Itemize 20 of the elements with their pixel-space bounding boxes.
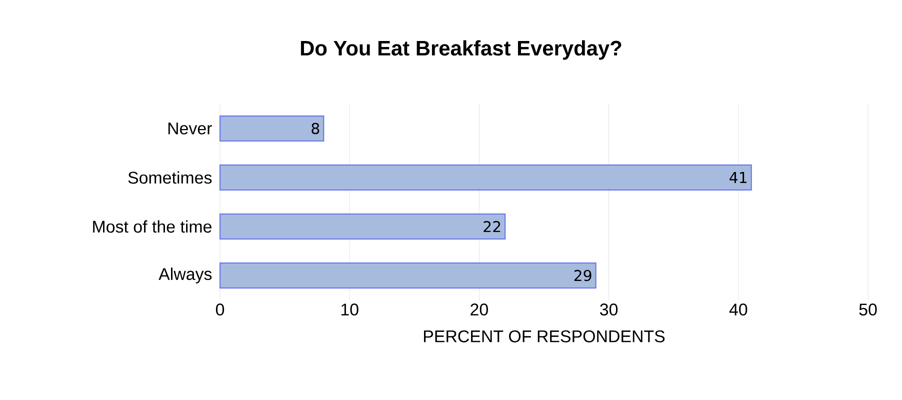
y-tick-label: Never (168, 122, 212, 134)
chart-title: Do You Eat Breakfast Everyday? (300, 40, 622, 60)
data-label: 41 (730, 172, 746, 183)
data-label: 8 (312, 122, 320, 134)
data-label: 29 (574, 270, 592, 282)
x-axis-title: PERCENT OF RESPONDENTS (424, 330, 665, 342)
y-tick-label: Most of the time (93, 220, 212, 233)
bar (220, 262, 596, 289)
x-tick-label: 10 (341, 304, 358, 316)
x-tick-label: 30 (600, 304, 618, 316)
x-tick-label: 40 (729, 304, 748, 316)
data-label: 22 (484, 220, 500, 232)
bar (220, 214, 506, 240)
x-tick-label: 50 (859, 304, 877, 316)
bar (220, 164, 752, 190)
x-tick-label: 0 (216, 304, 224, 316)
bar (220, 116, 324, 142)
x-tick-label: 20 (470, 304, 488, 316)
y-tick-label: Sometimes (128, 171, 212, 184)
y-tick-label: Always (158, 268, 212, 284)
